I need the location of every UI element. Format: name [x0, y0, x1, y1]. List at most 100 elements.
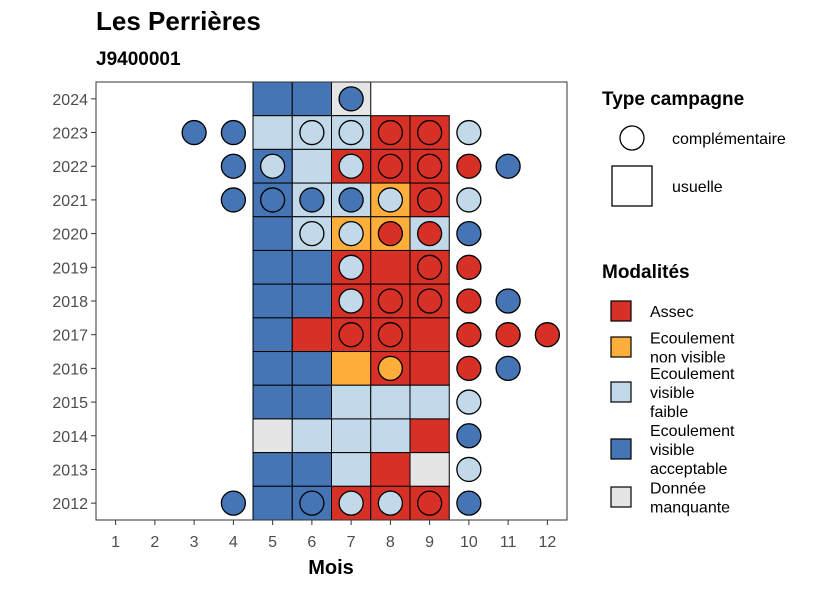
complementary-point [416, 490, 443, 516]
y-tick-label: 2021 [52, 193, 88, 210]
legend-modality-label: acceptable [650, 461, 727, 478]
complementary-point [220, 187, 247, 213]
complementary-point [377, 322, 404, 348]
complementary-point [456, 456, 482, 483]
complementary-point [416, 153, 443, 179]
chart-subtitle: J9400001 [96, 49, 181, 70]
usual-cell [252, 452, 293, 487]
complementary-point [456, 355, 482, 382]
x-tick-label: 9 [425, 534, 434, 551]
legend-campaign-label: complémentaire [672, 131, 786, 148]
x-tick-label: 3 [190, 534, 199, 551]
complementary-point [416, 220, 443, 247]
usual-cell [252, 418, 293, 454]
usual-cell [291, 317, 332, 353]
complementary-point [377, 220, 404, 247]
x-tick-label: 2 [150, 534, 159, 551]
legend-modality-label: non visible [650, 350, 726, 367]
usual-cell [291, 249, 332, 285]
legend-modality-swatch [610, 381, 632, 403]
complementary-point [456, 119, 482, 146]
usual-cell [370, 452, 411, 487]
complementary-point [495, 355, 521, 382]
legend-modality-swatch [610, 300, 632, 322]
y-tick-label: 2023 [52, 126, 88, 143]
complementary-point [495, 153, 521, 179]
complementary-point [338, 288, 364, 314]
legend-circle-symbol [619, 125, 645, 151]
usual-cell [252, 485, 293, 521]
complementary-point [338, 119, 364, 146]
complementary-point [416, 288, 443, 314]
usual-cell [252, 249, 293, 285]
usual-cell [409, 452, 450, 487]
complementary-point [456, 187, 482, 213]
usual-cell [252, 283, 293, 319]
complementary-point [220, 153, 247, 179]
legend-modality-label: Ecoulement [650, 423, 735, 440]
y-tick-label: 2019 [52, 260, 88, 277]
y-tick-label: 2012 [52, 496, 88, 513]
usual-cell [291, 351, 332, 386]
complementary-point [338, 254, 364, 280]
legend-campaign-label: usuelle [672, 179, 723, 196]
x-tick-label: 8 [386, 534, 395, 551]
complementary-point [220, 490, 247, 516]
chart-title: Les Perrières [96, 6, 261, 36]
complementary-point [495, 322, 521, 348]
complementary-point [181, 119, 207, 146]
complementary-point [338, 187, 364, 213]
usual-cell [331, 351, 372, 386]
x-tick-label: 5 [268, 534, 277, 551]
complementary-point [338, 322, 364, 348]
y-tick-label: 2020 [52, 227, 88, 244]
usual-cell [291, 418, 332, 454]
usual-cell [291, 81, 332, 117]
legend-modality-label: Assec [650, 304, 694, 321]
complementary-point [338, 490, 364, 516]
complementary-point [456, 153, 482, 179]
y-tick-label: 2018 [52, 294, 88, 311]
usual-cell [252, 81, 293, 117]
complementary-point [377, 153, 404, 179]
legend-modalities-title: Modalités [602, 262, 690, 283]
complementary-point [259, 187, 286, 213]
legend-modality-swatch [610, 438, 632, 460]
complementary-point [338, 220, 364, 247]
complementary-point [299, 119, 325, 146]
usual-cell [409, 317, 450, 353]
complementary-point [456, 389, 482, 415]
y-tick-label: 2024 [52, 92, 88, 109]
legend-modality-label: manquante [650, 500, 730, 517]
y-tick-label: 2017 [52, 328, 88, 345]
usual-cell [409, 384, 450, 420]
y-tick-label: 2022 [52, 159, 88, 176]
usual-cell [331, 452, 372, 487]
legend-campaign-title: Type campagne [602, 89, 744, 110]
usual-cell [370, 384, 411, 420]
usual-cell [331, 384, 372, 420]
complementary-point [220, 119, 247, 146]
complementary-point [456, 288, 482, 314]
usual-cell [291, 384, 332, 420]
complementary-point [299, 220, 325, 247]
usual-cell [409, 418, 450, 454]
x-axis-label: Mois [308, 557, 354, 579]
complementary-point [495, 288, 521, 314]
complementary-point [377, 355, 404, 382]
usual-cell [252, 115, 293, 150]
complementary-point [456, 490, 482, 516]
y-tick-label: 2015 [52, 395, 88, 412]
usual-cell [252, 216, 293, 251]
x-tick-label: 11 [500, 534, 517, 551]
complementary-point [416, 254, 443, 280]
y-tick-label: 2013 [52, 462, 88, 479]
legend: Type campagne complémentaire usuelle Modali… [602, 89, 786, 517]
x-tick-label: 10 [460, 534, 478, 551]
complementary-point [338, 86, 364, 112]
complementary-point [338, 153, 364, 179]
legend-modality-label: visible [650, 385, 695, 402]
legend-modality-label: Ecoulement [650, 366, 735, 383]
x-tick-label: 7 [347, 534, 356, 551]
